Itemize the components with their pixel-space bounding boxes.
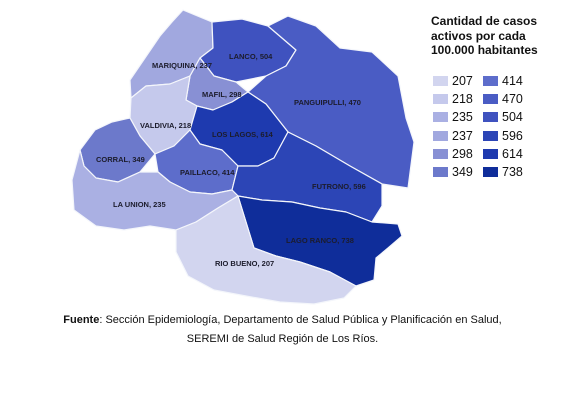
legend-item: 414 [483, 74, 533, 88]
legend-value: 596 [502, 128, 523, 143]
label-mariquina: MARIQUINA, 237 [152, 61, 212, 70]
label-lago-ranco: LAGO RANCO, 738 [286, 236, 354, 245]
legend-value: 349 [452, 164, 473, 179]
legend-value: 738 [502, 164, 523, 179]
label-lanco: LANCO, 504 [229, 52, 273, 61]
region-map: MARIQUINA, 237 LANCO, 504 MAFIL, 298 PAN… [71, 9, 415, 305]
legend-value: 614 [502, 146, 523, 161]
legend-item: 470 [483, 92, 533, 106]
legend-value: 207 [452, 74, 473, 88]
label-mafil: MAFIL, 298 [202, 90, 242, 99]
legend-swatch [433, 130, 448, 141]
legend-value: 237 [452, 128, 473, 143]
source-note: Fuente: Sección Epidemiología, Departame… [0, 311, 565, 349]
legend-swatch [433, 166, 448, 177]
legend-swatch [483, 112, 498, 123]
legend-value: 298 [452, 146, 473, 161]
legend-title-line: Cantidad de casos [431, 14, 538, 28]
legend-value: 504 [502, 110, 523, 125]
label-futrono: FUTRONO, 596 [312, 182, 366, 191]
legend-swatch [483, 94, 498, 105]
source-line-1: Fuente: Sección Epidemiología, Departame… [0, 311, 565, 330]
legend-swatch [483, 148, 498, 159]
label-la-union: LA UNION, 235 [113, 200, 166, 209]
legend-item: 298 [433, 147, 483, 161]
label-valdivia: VALDIVIA, 218 [140, 121, 191, 130]
legend-value: 414 [502, 74, 523, 88]
comuna-la-union[interactable] [71, 149, 239, 231]
label-panguipulli: PANGUIPULLI, 470 [294, 98, 361, 107]
legend-item: 614 [483, 147, 533, 161]
legend-value: 218 [452, 92, 473, 107]
legend-item: 596 [483, 129, 533, 143]
legend-item: 207 [433, 74, 483, 88]
legend-swatch [433, 94, 448, 105]
label-los-lagos: LOS LAGOS, 614 [212, 130, 274, 139]
legend-item: 349 [433, 165, 483, 179]
legend-title: Cantidad de casos activos por cada 100.0… [431, 14, 561, 58]
legend-title-line: 100.000 habitantes [431, 43, 538, 57]
label-corral: CORRAL, 349 [96, 155, 145, 164]
legend-swatch [483, 166, 498, 177]
legend-swatch [433, 112, 448, 123]
label-paillaco: PAILLACO, 414 [180, 168, 235, 177]
legend-item: 504 [483, 110, 533, 124]
legend-swatch [483, 76, 498, 86]
legend-item: 235 [433, 110, 483, 124]
source-text-1: : Sección Epidemiología, Departamento de… [99, 314, 502, 326]
source-label: Fuente [63, 314, 100, 326]
legend-item: 738 [483, 165, 533, 179]
legend-title-line: activos por cada [431, 28, 526, 43]
legend-value: 235 [452, 110, 473, 125]
legend-item: 237 [433, 129, 483, 143]
legend-value: 470 [502, 92, 523, 107]
legend-swatch [483, 130, 498, 141]
source-text-2: SEREMI de Salud Región de Los Ríos. [186, 333, 379, 345]
label-rio-bueno: RIO BUENO, 207 [215, 259, 274, 268]
legend-swatch [433, 76, 448, 86]
legend-swatch [433, 148, 448, 159]
legend: 207 414 218 470 235 504 237 596 298 614 … [433, 74, 533, 179]
legend-item: 218 [433, 92, 483, 106]
comuna-rio-bueno[interactable] [175, 195, 357, 305]
